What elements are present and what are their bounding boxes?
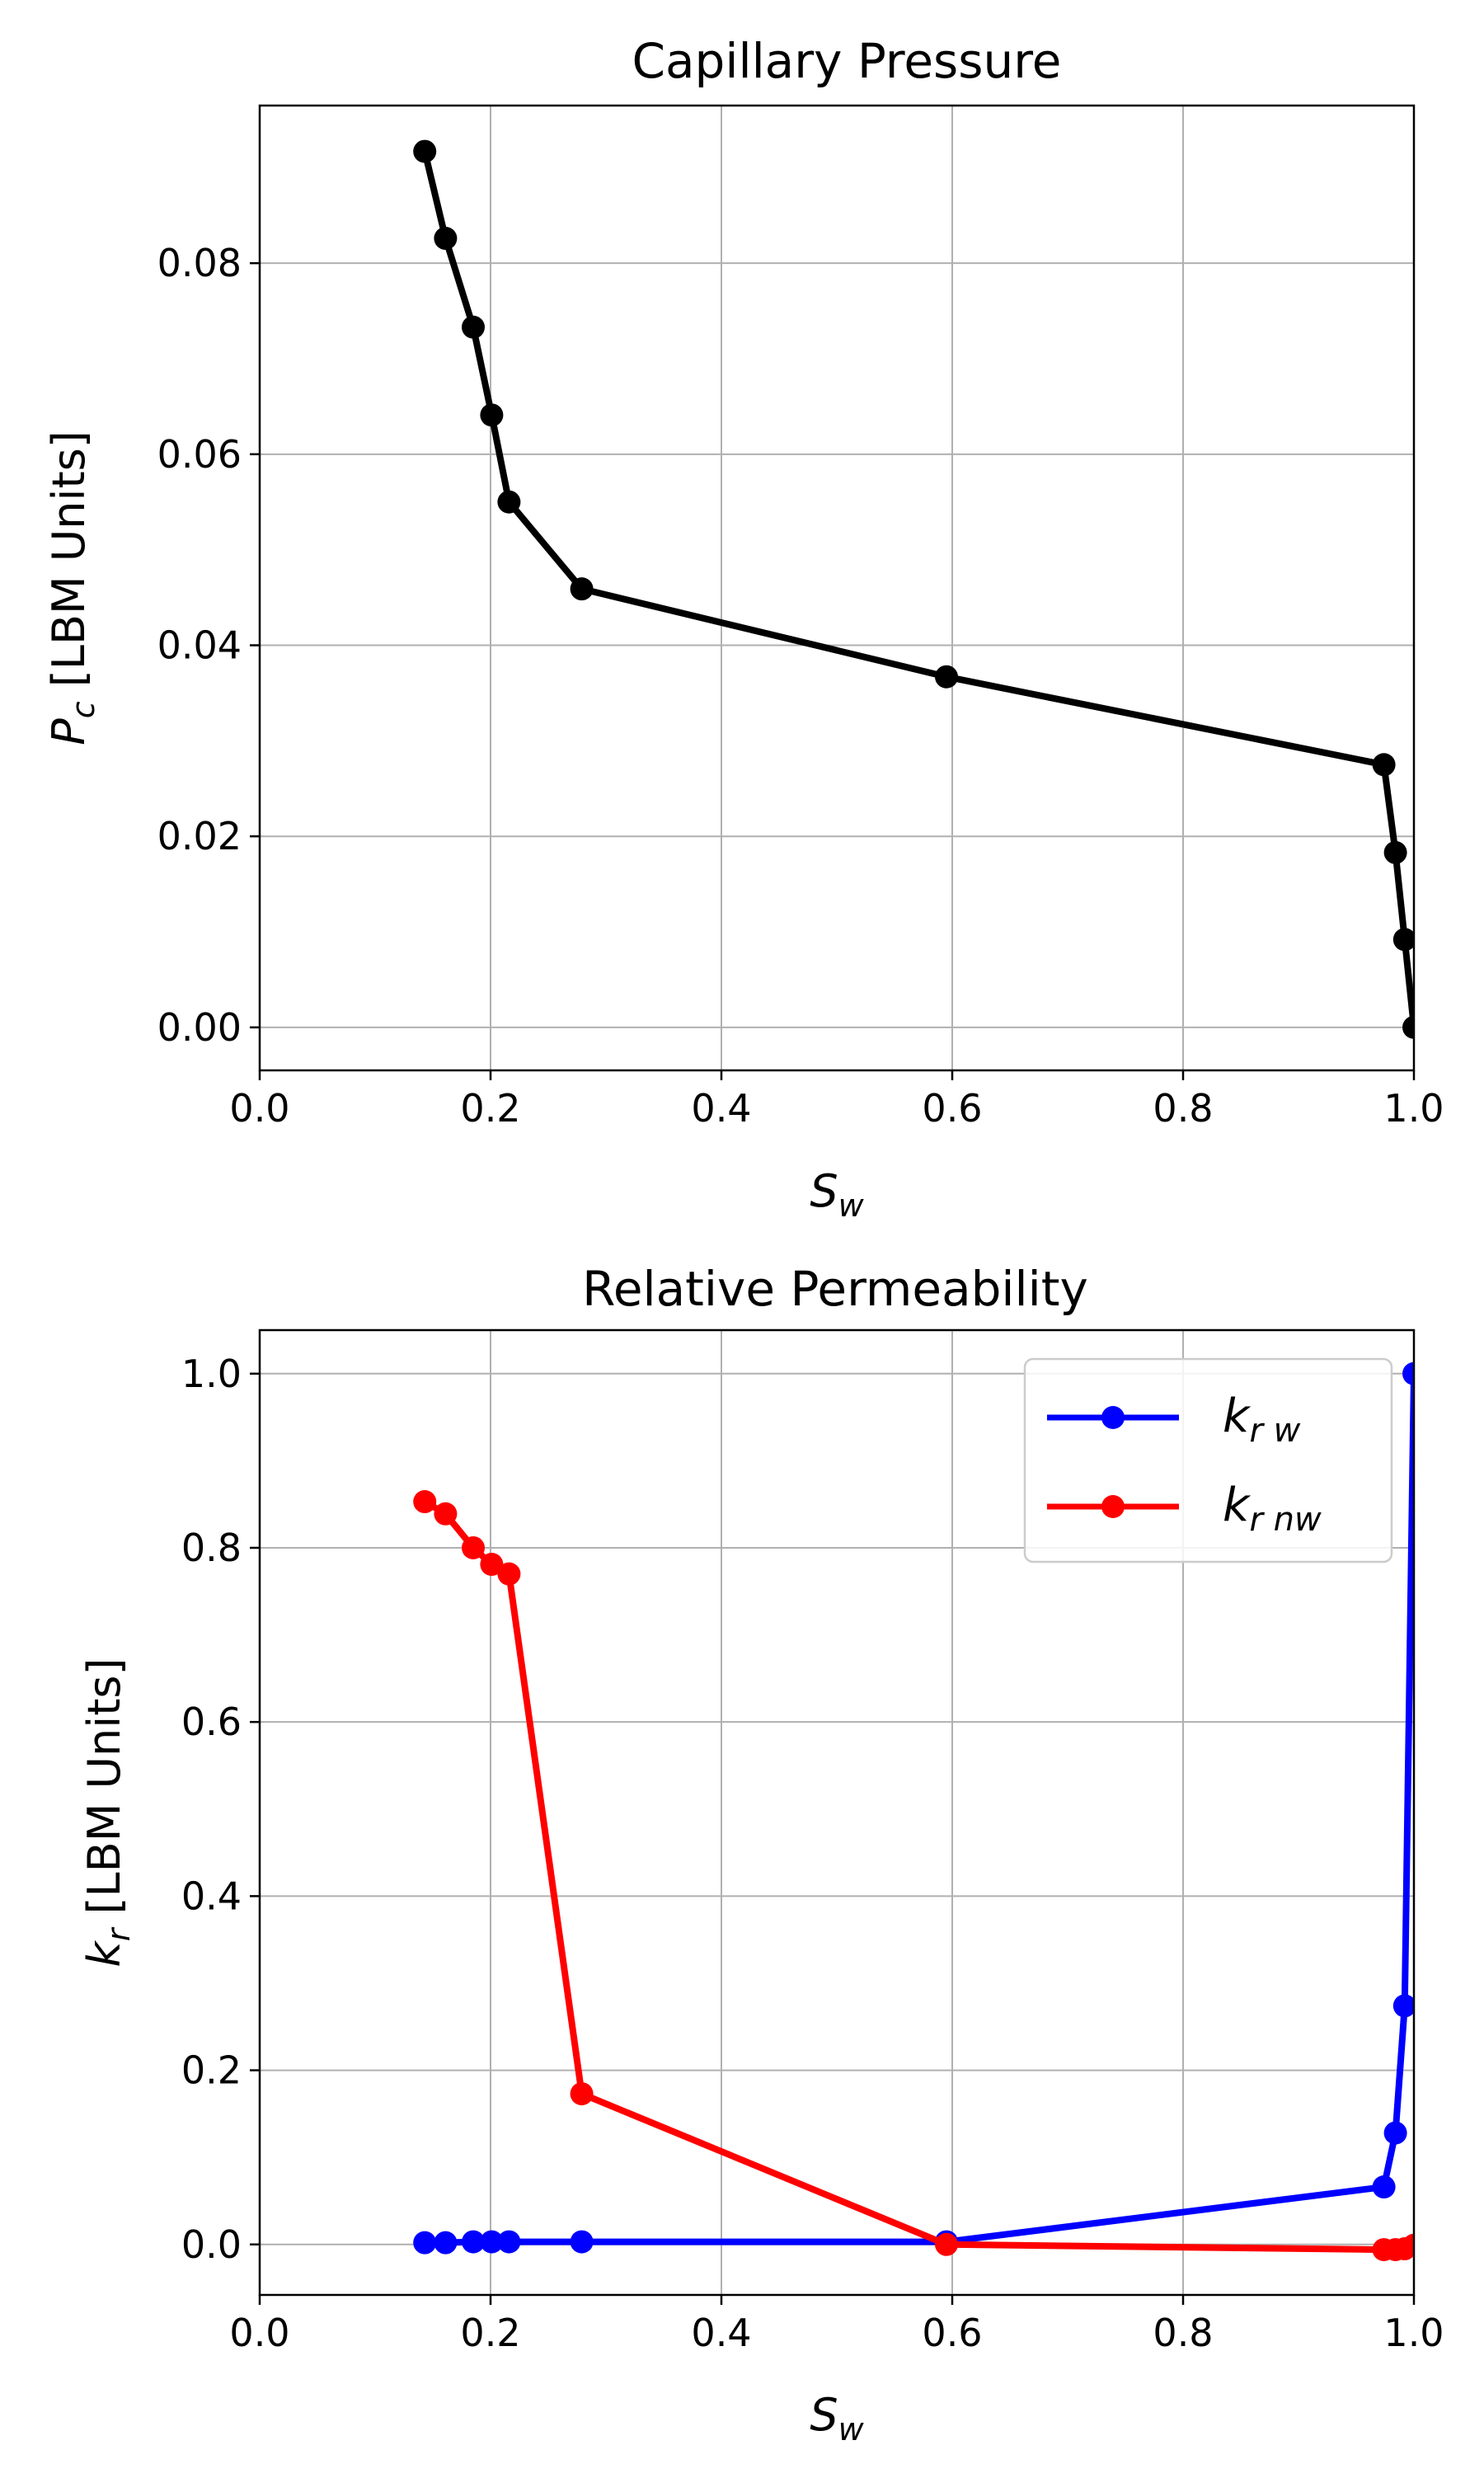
top-point-series-0 [1402,1015,1414,1039]
bot-y-tick-label: 0.0 [181,2222,242,2267]
bot-point-k_r-w [1402,1361,1414,1385]
bot-point-k_r-w [480,2230,504,2254]
bottom-y-ticks: 0.0 0.2 0.4 0.6 0.8 1.0 [181,1352,260,2267]
top-x-axis-label: Sw [810,1165,864,1224]
top-point-series-0 [434,227,458,251]
legend-box [1023,1357,1393,1563]
top-x-ticks: 0.0 0.2 0.4 0.6 0.8 1.0 [229,1070,1444,1131]
bot-plot-area [413,1361,1414,2262]
bot-point-k_r-nw [434,1502,458,1526]
bot-x-tick-label: 0.0 [229,2311,289,2355]
top-axes-frame [258,104,1416,1072]
bot-point-k_r-nw [413,1490,437,1514]
top-series-layer [413,139,1414,1039]
legend: kr w kr nw [1023,1357,1393,1563]
relative-permeability-panel: Relative Permeability 0.0 0.2 0.4 0.6 0.8 1.0… [78,1261,1444,2447]
top-point-series-0 [1392,928,1414,952]
top-point-series-0 [480,403,504,427]
bot-point-k_r-nw [1402,2233,1414,2257]
bot-y-tick-label: 1.0 [181,1352,242,1396]
top-point-series-0 [1372,753,1396,777]
top-gridlines [259,106,1415,1070]
top-point-series-0 [413,139,437,163]
bottom-series-layer [413,1361,1414,2262]
capillary-pressure-panel: Capillary Pressure 0.0 0.2 0.4 0.6 0.8 1.0 0.… [43,33,1444,1224]
top-y-ticks: 0.00 0.02 0.04 0.06 0.08 [157,241,260,1050]
relative-permeability-title: Relative Permeability [582,1261,1088,1317]
bot-y-tick-label: 0.8 [181,1526,242,1570]
top-x-tick-label: 0.2 [460,1086,520,1131]
legend-label-krnw: kr nw [1223,1479,1322,1539]
capillary-pressure-title: Capillary Pressure [632,33,1061,89]
bot-point-k_r-w [434,2231,458,2255]
legend-label-krw: kr w [1223,1389,1301,1450]
bot-y-tick-label: 0.2 [181,2048,242,2093]
top-y-tick-label: 0.04 [157,623,242,668]
legend-marker-krw [1101,1406,1125,1429]
bot-x-tick-label: 0.8 [1153,2311,1213,2355]
bot-x-tick-label: 1.0 [1383,2311,1444,2355]
bottom-x-ticks: 0.0 0.2 0.4 0.6 0.8 1.0 [229,2295,1444,2355]
bottom-x-axis-label: Sw [810,2389,864,2447]
bottom-y-axis-label: kr [LBM Units] [78,1657,137,1967]
bot-point-k_r-w [413,2231,437,2255]
bot-point-k_r-w [1372,2175,1396,2199]
top-x-tick-label: 1.0 [1383,1086,1444,1131]
bot-point-k_r-w [497,2230,521,2254]
top-x-tick-label: 0.0 [229,1086,289,1131]
bot-point-k_r-nw [570,2082,594,2106]
top-y-tick-label: 0.02 [157,814,242,858]
top-x-tick-label: 0.8 [1153,1086,1213,1131]
bot-point-k_r-nw [480,1553,504,1577]
top-point-series-0 [935,665,958,689]
top-y-tick-label: 0.06 [157,432,242,477]
top-point-series-0 [497,490,521,514]
bot-x-tick-label: 0.6 [922,2311,982,2355]
bot-point-k_r-nw [497,1562,521,1586]
bot-y-tick-label: 0.4 [181,1874,242,1918]
bot-point-k_r-w [1392,1994,1414,2018]
top-y-axis-label: Pc [LBM Units] [43,430,101,745]
top-y-tick-label: 0.00 [157,1005,242,1050]
bot-point-k_r-w [462,2230,485,2254]
bottom-axes-frame [258,1328,1416,2297]
bot-x-tick-label: 0.4 [691,2311,751,2355]
legend-marker-krnw [1101,1495,1125,1518]
top-point-series-0 [570,577,594,601]
top-x-tick-label: 0.4 [691,1086,751,1131]
top-plot-area [413,139,1414,1039]
bot-y-tick-label: 0.6 [181,1700,242,1744]
bot-point-k_r-w [1383,2121,1407,2145]
top-point-series-0 [462,315,485,339]
top-x-tick-label: 0.6 [922,1086,982,1131]
bot-line-k_r-nw [423,1498,1414,2254]
bot-point-k_r-nw [462,1535,485,1559]
bot-point-k_r-nw [935,2232,958,2256]
top-y-tick-label: 0.08 [157,241,242,285]
bot-point-k_r-w [570,2230,594,2254]
top-point-series-0 [1383,840,1407,864]
bot-x-tick-label: 0.2 [460,2311,520,2355]
